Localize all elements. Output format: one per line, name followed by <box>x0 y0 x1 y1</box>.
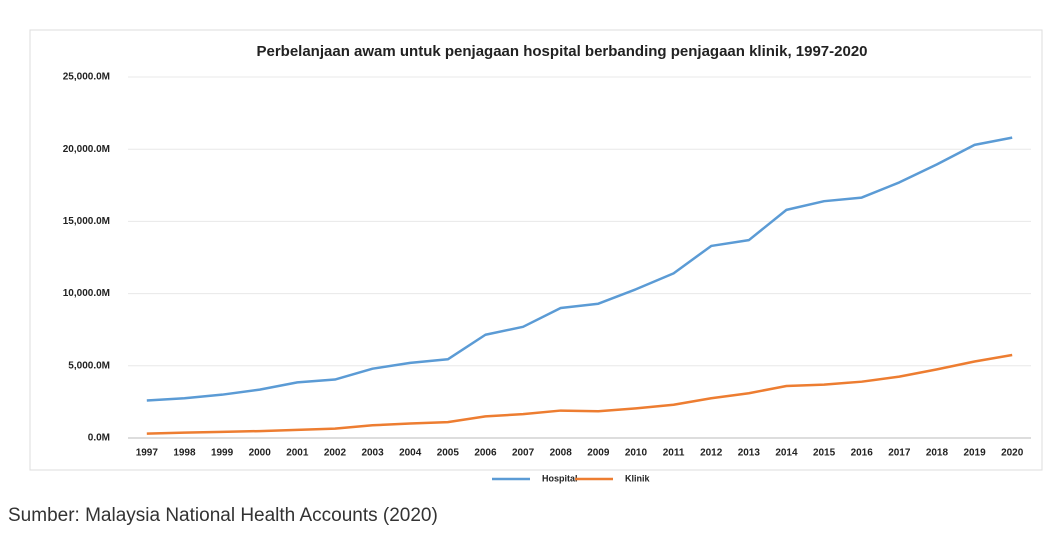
x-tick-label: 2004 <box>399 448 422 459</box>
x-tick-label: 2002 <box>324 448 347 459</box>
chart-frame <box>29 29 1043 471</box>
x-tick-label: 2017 <box>888 448 911 459</box>
chart-title: Perbelanjaan awam untuk penjagaan hospit… <box>256 43 867 60</box>
x-tick-label: 2010 <box>625 448 648 459</box>
x-tick-label: 2013 <box>738 448 761 459</box>
x-tick-label: 2020 <box>1001 448 1024 459</box>
legend-label: Klinik <box>625 473 650 483</box>
y-tick-label: 20,000.0M <box>63 144 110 155</box>
x-tick-label: 1997 <box>136 448 159 459</box>
series-line <box>146 136 1013 402</box>
x-tick-label: 2009 <box>587 448 610 459</box>
legend-label: Hospital <box>542 473 578 483</box>
x-tick-label: 1999 <box>211 448 234 459</box>
x-tick-label: 2003 <box>361 448 384 459</box>
x-tick-label: 2018 <box>926 448 949 459</box>
x-tick-label: 2001 <box>286 448 309 459</box>
x-tick-label: 2007 <box>512 448 535 459</box>
y-tick-label: 25,000.0M <box>63 72 110 83</box>
x-tick-label: 2000 <box>249 448 272 459</box>
x-tick-label: 1998 <box>173 448 196 459</box>
x-tick-label: 2008 <box>550 448 573 459</box>
source-caption: Sumber: Malaysia National Health Account… <box>8 505 438 526</box>
series-line <box>146 353 1013 435</box>
y-tick-label: 0.0M <box>88 433 110 444</box>
y-tick-label: 5,000.0M <box>68 360 110 371</box>
x-tick-label: 2015 <box>813 448 836 459</box>
x-tick-label: 2012 <box>700 448 723 459</box>
x-tick-label: 2005 <box>437 448 460 459</box>
x-tick-label: 2014 <box>775 448 798 459</box>
x-tick-label: 2016 <box>851 448 874 459</box>
x-tick-label: 2006 <box>474 448 497 459</box>
x-tick-label: 2019 <box>963 448 986 459</box>
y-tick-label: 15,000.0M <box>63 216 110 227</box>
x-tick-label: 2011 <box>663 448 685 459</box>
y-tick-label: 10,000.0M <box>63 288 110 299</box>
